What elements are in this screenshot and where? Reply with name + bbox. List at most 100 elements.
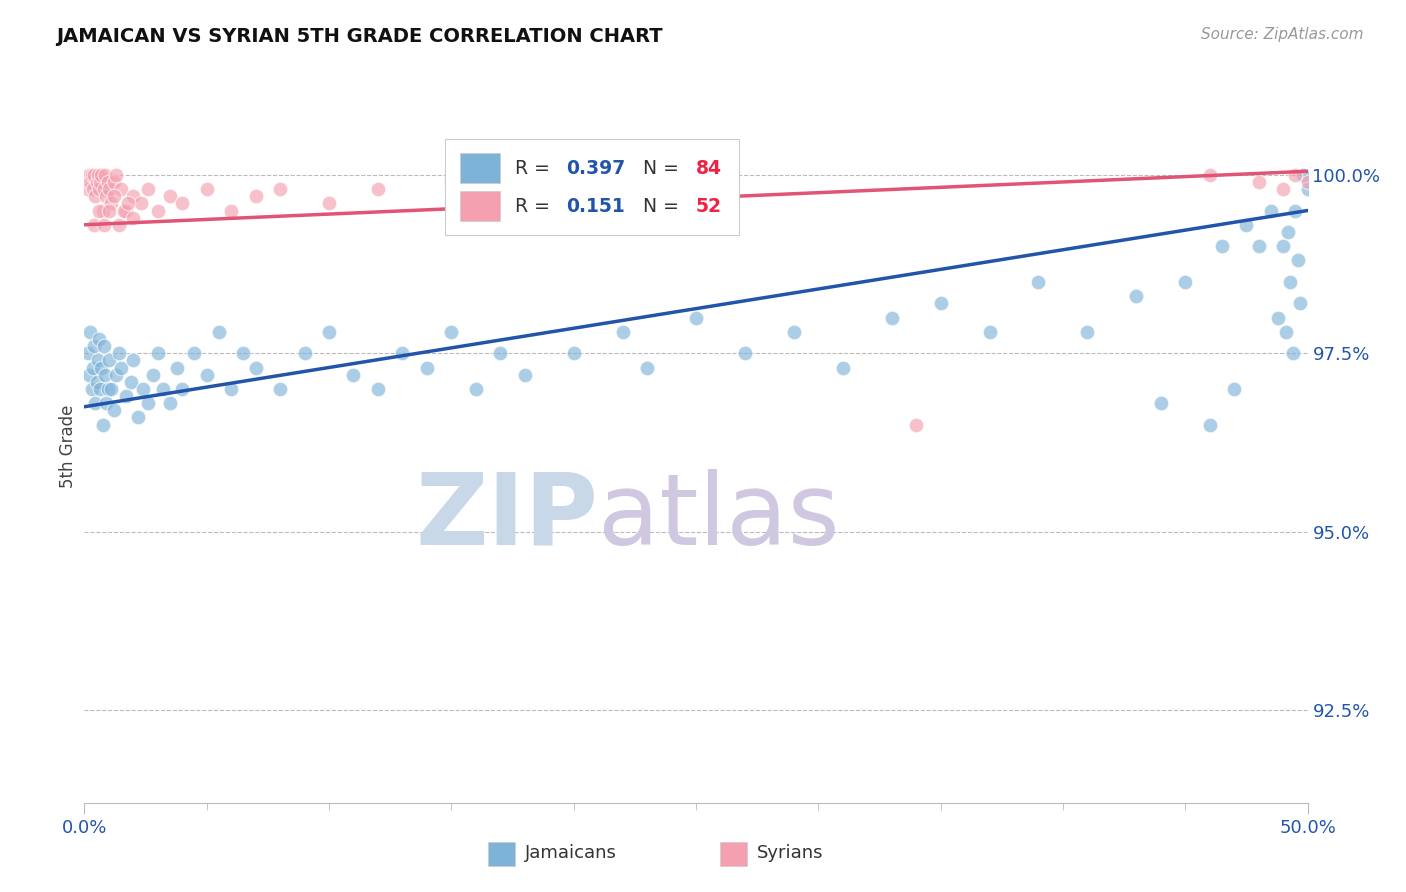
Point — [1286, 253, 1309, 268]
Point — [685, 310, 707, 325]
Point — [159, 189, 181, 203]
Bar — [460, 153, 501, 184]
Point — [1198, 168, 1220, 182]
Point — [105, 368, 128, 382]
Point — [120, 375, 142, 389]
Point — [195, 182, 218, 196]
Point — [100, 196, 122, 211]
Point — [84, 189, 107, 203]
Text: Jamaicans: Jamaicans — [524, 844, 617, 862]
Point — [1174, 275, 1197, 289]
Point — [1279, 275, 1302, 289]
Text: atlas: atlas — [598, 469, 839, 566]
Point — [1272, 182, 1295, 196]
Bar — [460, 191, 501, 221]
Point — [129, 196, 152, 211]
Point — [245, 360, 267, 375]
Point — [440, 175, 463, 189]
Point — [91, 203, 114, 218]
Point — [97, 203, 120, 218]
Point — [1292, 168, 1315, 182]
Point — [783, 325, 806, 339]
Point — [146, 203, 169, 218]
Point — [89, 175, 111, 189]
Point — [86, 175, 108, 189]
Point — [391, 346, 413, 360]
Point — [80, 382, 103, 396]
Point — [117, 196, 139, 211]
Text: 0.397: 0.397 — [567, 159, 626, 178]
Point — [87, 332, 110, 346]
Point — [83, 168, 105, 182]
Point — [1247, 239, 1270, 253]
Point — [146, 346, 169, 360]
Point — [136, 396, 159, 410]
Point — [100, 382, 122, 396]
Point — [440, 325, 463, 339]
Point — [87, 168, 110, 182]
Text: R =: R = — [515, 159, 555, 178]
Point — [83, 339, 105, 353]
Point — [77, 368, 100, 382]
Point — [1296, 182, 1319, 196]
Point — [97, 382, 120, 396]
Point — [979, 325, 1001, 339]
Text: 52: 52 — [696, 197, 721, 216]
Point — [1247, 175, 1270, 189]
Point — [97, 353, 120, 368]
Point — [1282, 346, 1305, 360]
Point — [1028, 275, 1050, 289]
Point — [103, 403, 125, 417]
Point — [1274, 325, 1296, 339]
Point — [172, 382, 194, 396]
Point — [90, 168, 112, 182]
Bar — [446, 139, 738, 235]
Point — [172, 196, 194, 211]
Point — [367, 182, 389, 196]
Point — [82, 360, 104, 375]
Point — [107, 218, 129, 232]
Point — [110, 360, 132, 375]
Text: Source: ZipAtlas.com: Source: ZipAtlas.com — [1201, 27, 1364, 42]
Point — [1296, 175, 1319, 189]
Point — [87, 353, 110, 368]
Point — [612, 325, 634, 339]
Point — [86, 375, 108, 389]
Point — [1223, 382, 1246, 396]
Point — [208, 325, 231, 339]
Point — [734, 346, 756, 360]
Point — [89, 382, 111, 396]
Point — [90, 360, 112, 375]
Point — [464, 382, 486, 396]
Point — [93, 218, 115, 232]
Point — [195, 368, 218, 382]
Point — [97, 182, 120, 196]
Point — [103, 175, 125, 189]
Point — [1284, 168, 1306, 182]
Point — [416, 360, 439, 375]
Point — [1284, 203, 1306, 218]
Text: Syrians: Syrians — [758, 844, 824, 862]
Point — [1150, 396, 1173, 410]
Point — [562, 189, 585, 203]
Point — [166, 360, 188, 375]
Point — [1076, 325, 1098, 339]
Point — [136, 182, 159, 196]
Point — [183, 346, 205, 360]
Point — [219, 382, 242, 396]
Point — [94, 368, 117, 382]
Point — [77, 182, 100, 196]
Point — [77, 346, 100, 360]
Point — [219, 203, 242, 218]
Point — [831, 360, 853, 375]
Point — [636, 360, 658, 375]
Text: 84: 84 — [696, 159, 721, 178]
Point — [1236, 218, 1258, 232]
Point — [342, 368, 364, 382]
Point — [80, 168, 103, 182]
Point — [905, 417, 928, 432]
Y-axis label: 5th Grade: 5th Grade — [59, 404, 77, 488]
Text: JAMAICAN VS SYRIAN 5TH GRADE CORRELATION CHART: JAMAICAN VS SYRIAN 5TH GRADE CORRELATION… — [56, 27, 662, 45]
Point — [93, 339, 115, 353]
Point — [1277, 225, 1299, 239]
